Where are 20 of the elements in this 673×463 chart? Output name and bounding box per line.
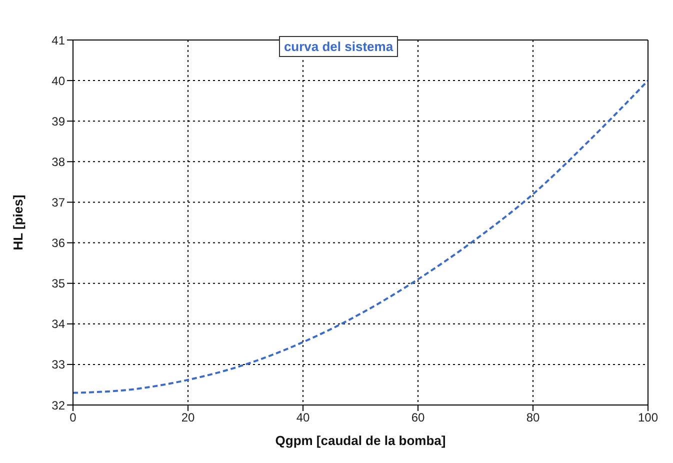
y-tick-label: 38 [52, 154, 66, 169]
x-tick-label: 0 [70, 410, 77, 425]
x-tick-label: 20 [181, 410, 195, 425]
y-tick-label: 34 [52, 317, 66, 332]
y-tick-label: 33 [52, 358, 66, 372]
x-tick-label: 60 [411, 410, 425, 425]
line-series [73, 80, 648, 394]
y-tick-label: 32 [52, 398, 66, 412]
text: curva del sistema [284, 39, 394, 54]
y-tick-label: 41 [52, 33, 66, 48]
x-tick-label: 80 [526, 410, 540, 425]
y-tick-label: 37 [52, 195, 66, 210]
x-axis-title: Qgpm [caudal de la bomba] [275, 433, 446, 448]
y-tick-label: 36 [52, 236, 66, 250]
y-axis-title: HL [pies] [10, 194, 26, 250]
x-tick-label: 40 [296, 410, 310, 425]
y-tick-label: 40 [52, 74, 66, 88]
y-tick-label: 39 [52, 114, 66, 128]
y-tick-label: 35 [52, 276, 66, 291]
x-tick-label: 100 [638, 410, 658, 425]
